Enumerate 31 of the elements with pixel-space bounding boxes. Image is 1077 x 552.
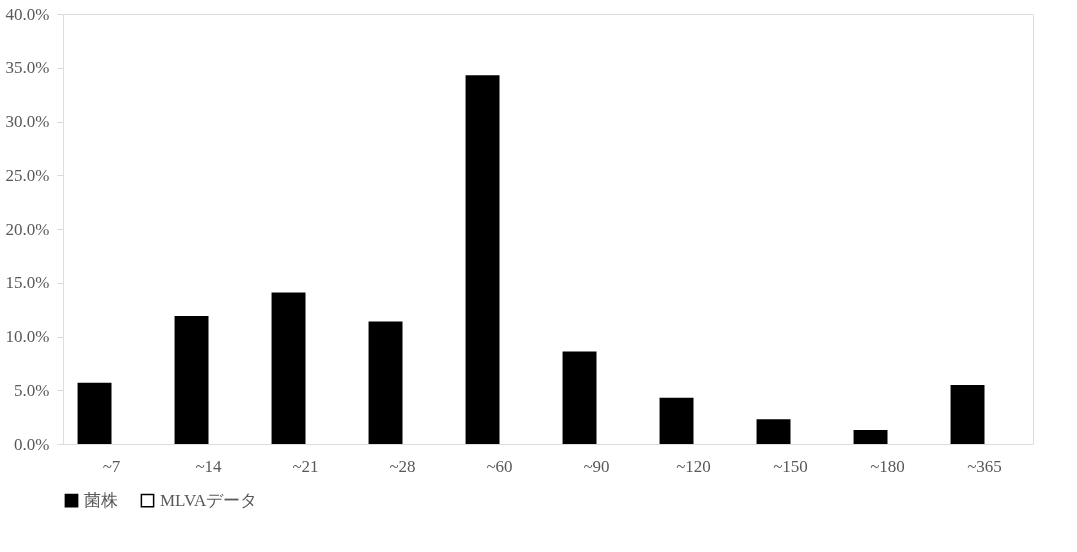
x-tick-label: ~90 bbox=[583, 456, 610, 476]
bar bbox=[950, 384, 985, 444]
y-tick-label: 0.0% bbox=[14, 434, 50, 454]
x-tick-label: ~14 bbox=[195, 456, 223, 476]
y-tick-label: 20.0% bbox=[5, 219, 50, 239]
x-tick-label: ~21 bbox=[292, 456, 319, 476]
y-tick-label: 15.0% bbox=[5, 273, 50, 293]
bar bbox=[853, 430, 888, 444]
x-tick-label: ~180 bbox=[870, 456, 905, 476]
bar bbox=[174, 316, 209, 444]
bar bbox=[562, 351, 597, 444]
x-tick-label: ~150 bbox=[773, 456, 808, 476]
bar bbox=[271, 292, 306, 444]
x-tick-label: ~60 bbox=[486, 456, 513, 476]
bar bbox=[77, 382, 112, 444]
x-tick-label: ~365 bbox=[967, 456, 1002, 476]
legend-label: MLVAデータ bbox=[160, 490, 258, 510]
bar bbox=[465, 75, 500, 444]
legend-label: 菌株 bbox=[84, 490, 118, 510]
x-tick-label: ~7 bbox=[102, 456, 121, 476]
y-tick-label: 25.0% bbox=[5, 165, 50, 185]
x-tick-label: ~120 bbox=[676, 456, 711, 476]
bar bbox=[368, 321, 403, 444]
y-tick-label: 10.0% bbox=[5, 327, 50, 346]
bar bbox=[659, 397, 694, 444]
y-tick-label: 30.0% bbox=[5, 112, 50, 131]
x-tick-label: ~28 bbox=[389, 456, 416, 476]
bar bbox=[756, 419, 791, 444]
y-tick-label: 5.0% bbox=[14, 380, 50, 400]
y-tick-label: 35.0% bbox=[5, 58, 50, 78]
y-tick-label: 40.0% bbox=[5, 4, 50, 24]
